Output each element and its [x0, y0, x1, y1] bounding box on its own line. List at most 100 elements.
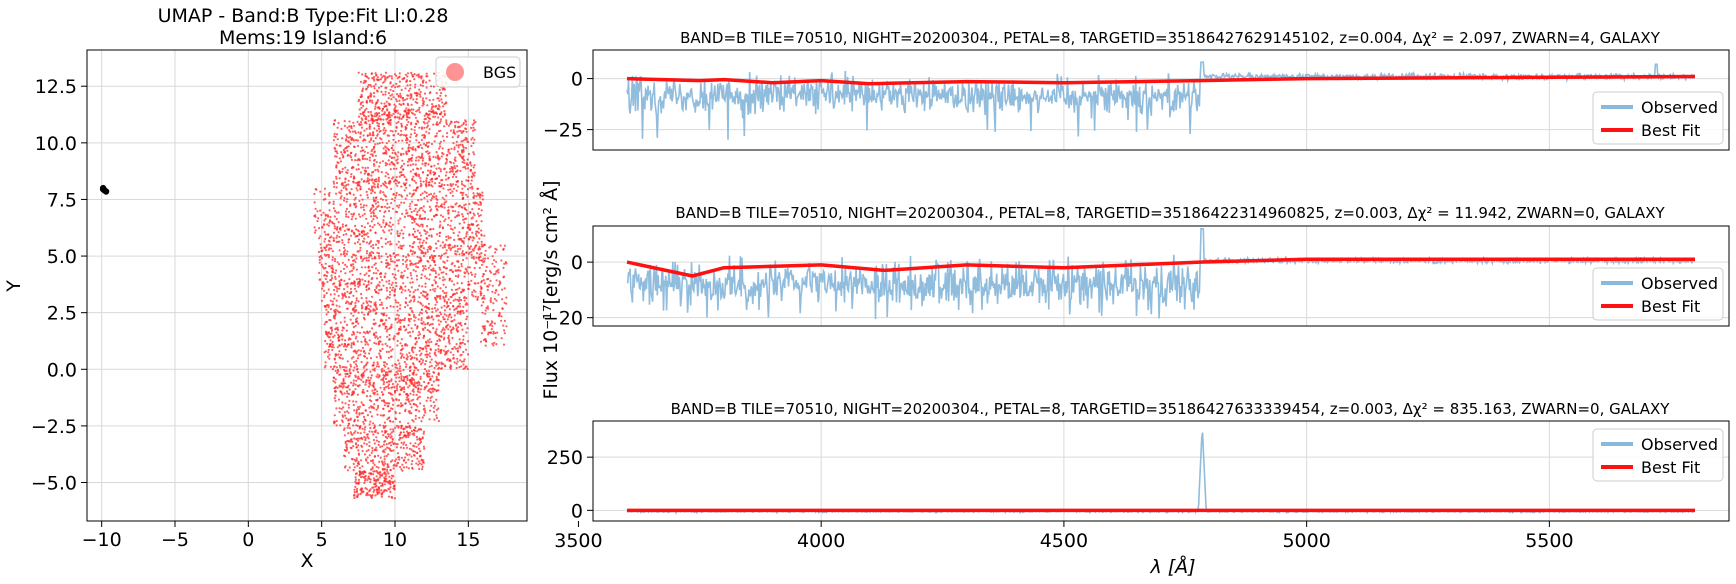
umap-point — [365, 204, 368, 207]
umap-point — [428, 193, 431, 196]
umap-point — [407, 435, 410, 439]
umap-point — [394, 389, 397, 392]
umap-point — [354, 260, 357, 264]
umap-point — [377, 443, 380, 446]
umap-point — [344, 263, 347, 266]
umap-point — [392, 337, 395, 340]
umap-point — [450, 365, 453, 368]
umap-point — [365, 459, 368, 462]
umap-point — [408, 300, 411, 303]
umap-point — [463, 343, 466, 346]
umap-point — [371, 117, 374, 120]
umap-point — [402, 466, 406, 469]
umap-point — [350, 263, 353, 266]
umap-point — [455, 253, 458, 256]
umap-ytick-label: 5.0 — [47, 246, 77, 268]
umap-point — [443, 246, 447, 249]
umap-point — [400, 286, 403, 289]
umap-point — [404, 306, 407, 309]
umap-point — [345, 417, 348, 420]
umap-point — [414, 450, 417, 453]
umap-point — [445, 123, 448, 126]
umap-point — [364, 332, 367, 335]
umap-point — [383, 369, 386, 372]
umap-point — [473, 275, 476, 278]
umap-point — [391, 481, 395, 485]
umap-point — [367, 259, 370, 262]
umap-point — [424, 251, 427, 254]
umap-point — [360, 488, 363, 491]
umap-point — [387, 148, 391, 151]
umap-point — [406, 138, 409, 141]
umap-point — [388, 155, 391, 158]
umap-point — [389, 486, 392, 489]
umap-point — [470, 217, 473, 220]
umap-point — [386, 114, 390, 117]
umap-point — [415, 139, 418, 142]
umap-point — [349, 365, 353, 368]
umap-point — [326, 214, 329, 217]
umap-point — [370, 472, 373, 475]
umap-point — [371, 449, 374, 452]
umap-point — [370, 451, 373, 454]
umap-point — [350, 125, 353, 128]
umap-point — [392, 286, 395, 289]
umap-point — [334, 369, 337, 373]
umap-point — [355, 309, 358, 312]
umap-point — [386, 418, 389, 421]
umap-point — [354, 202, 357, 205]
umap-point — [395, 82, 398, 85]
umap-point — [373, 369, 376, 372]
umap-point — [356, 419, 359, 422]
umap-point — [401, 159, 404, 162]
umap-point — [413, 346, 417, 349]
umap-point — [358, 466, 361, 470]
umap-point — [377, 454, 380, 457]
umap-point — [373, 87, 376, 90]
umap-point — [348, 191, 351, 194]
umap-point — [385, 477, 388, 480]
umap-point — [341, 401, 344, 404]
umap-point — [363, 479, 367, 482]
umap-point — [318, 278, 321, 281]
umap-point — [445, 351, 448, 354]
umap-point — [462, 240, 465, 243]
umap-point — [369, 426, 372, 430]
umap-point — [443, 353, 447, 356]
umap-point — [393, 293, 396, 297]
umap-point — [335, 236, 338, 239]
umap-point — [424, 323, 427, 326]
umap-point — [371, 178, 374, 181]
umap-point — [419, 450, 422, 453]
umap-point — [450, 316, 453, 319]
umap-point — [377, 180, 380, 183]
umap-point — [440, 271, 443, 274]
umap-point — [352, 445, 355, 448]
umap-point — [419, 301, 422, 304]
spectrum-panel-1: BAND=B TILE=70510, NIGHT=20200304., PETA… — [543, 29, 1730, 151]
umap-point — [372, 212, 376, 215]
umap-point — [362, 302, 365, 305]
umap-point — [383, 421, 386, 424]
umap-point — [354, 301, 357, 304]
umap-point — [439, 294, 442, 297]
umap-point — [471, 239, 474, 242]
umap-point — [349, 287, 352, 290]
umap-point — [360, 445, 364, 448]
umap-point — [391, 273, 394, 276]
umap-point — [373, 263, 376, 266]
umap-point — [461, 250, 464, 253]
umap-point — [428, 205, 431, 208]
umap-point — [462, 191, 465, 194]
umap-point — [415, 445, 418, 448]
umap-point — [350, 342, 353, 345]
umap-point — [358, 481, 361, 484]
umap-ytick-label: 2.5 — [47, 303, 77, 325]
umap-point — [406, 75, 409, 78]
umap-point — [334, 147, 337, 150]
umap-point — [384, 462, 387, 465]
umap-point — [421, 436, 424, 439]
umap-point — [477, 257, 480, 260]
umap-point — [335, 192, 338, 195]
umap-point — [326, 303, 329, 307]
